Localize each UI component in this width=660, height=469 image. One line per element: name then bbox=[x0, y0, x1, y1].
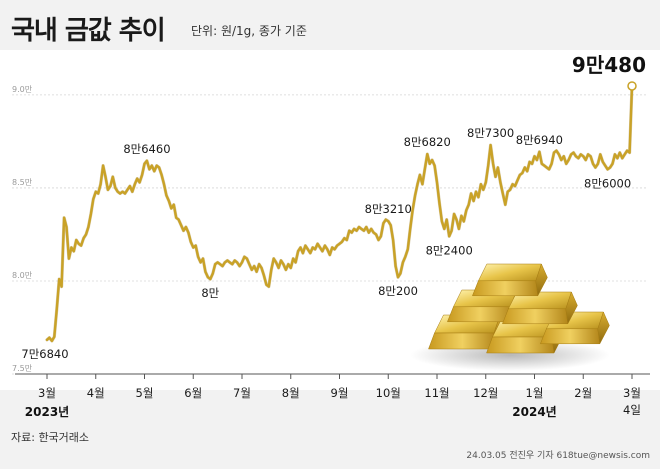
data-label: 8만2400 bbox=[426, 243, 473, 257]
data-label: 8만200 bbox=[378, 284, 418, 298]
data-label: 7만6840 bbox=[21, 347, 68, 361]
chart-title: 국내 금값 추이 bbox=[11, 16, 166, 46]
data-label: 8만6820 bbox=[404, 135, 451, 149]
year-label: 2024년 bbox=[512, 405, 556, 419]
x-tick-label: 3월 bbox=[38, 386, 56, 400]
unit-label: 단위: 원/1g, 종가 기준 bbox=[191, 24, 307, 38]
data-label: 8만3210 bbox=[365, 202, 412, 216]
x-tick-label: 10월 bbox=[376, 386, 401, 400]
data-label: 8만 bbox=[201, 286, 219, 300]
x-tick-label: 2월 bbox=[574, 386, 592, 400]
data-label: 8만7300 bbox=[467, 126, 514, 140]
gold-bar bbox=[502, 291, 578, 325]
credit-note: 24.03.05 전진우 기자 618tue@newsis.com bbox=[466, 451, 650, 461]
y-tick-label: 8.0만 bbox=[12, 271, 33, 280]
header-band bbox=[0, 0, 660, 50]
x-tick-label: 5월 bbox=[136, 386, 154, 400]
data-label: 9만480 bbox=[572, 53, 646, 77]
y-tick-label: 7.5만 bbox=[12, 364, 33, 373]
x-tick-label: 3월 bbox=[623, 386, 641, 400]
data-label: 8만6000 bbox=[584, 176, 631, 190]
y-tick-label: 9.0만 bbox=[12, 85, 33, 94]
x-tick-label: 12월 bbox=[473, 386, 498, 400]
gold-bar bbox=[472, 263, 548, 297]
x-tick-label: 7월 bbox=[233, 386, 251, 400]
series-line bbox=[45, 84, 634, 343]
source-note: 자료: 한국거래소 bbox=[11, 431, 90, 444]
x-tick-label: 11월 bbox=[424, 386, 449, 400]
data-label: 8만6460 bbox=[123, 142, 170, 156]
last-point-marker bbox=[627, 81, 637, 91]
end-date-label: 4일 bbox=[623, 403, 641, 417]
gold-bar bbox=[447, 289, 523, 323]
gold-bars-icon bbox=[410, 263, 610, 371]
year-label: 2023년 bbox=[25, 405, 69, 419]
x-tick-label: 1월 bbox=[526, 386, 544, 400]
x-tick-label: 4월 bbox=[87, 386, 105, 400]
y-tick-label: 8.5만 bbox=[12, 178, 33, 187]
data-label: 8만6940 bbox=[516, 133, 563, 147]
x-tick-label: 8월 bbox=[282, 386, 300, 400]
x-tick-label: 9월 bbox=[331, 386, 349, 400]
x-tick-label: 6월 bbox=[184, 386, 202, 400]
